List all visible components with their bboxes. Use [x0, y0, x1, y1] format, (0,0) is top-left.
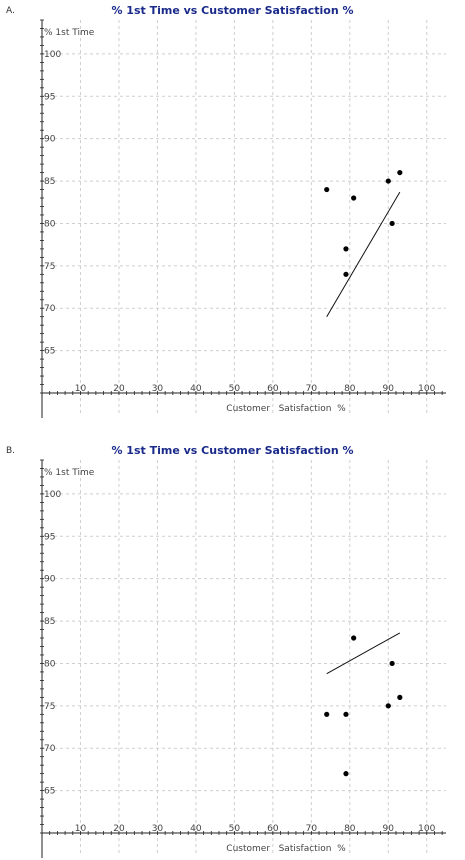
y-tick-label: 90 — [44, 575, 56, 585]
data-point — [389, 220, 395, 227]
y-tick-label: 70 — [44, 304, 56, 314]
x-tick-label: 10 — [75, 824, 87, 834]
x-axis-title: Customer Satisfaction % — [226, 844, 346, 854]
chart-panel-b: B. % 1st Time vs Customer Satisfaction %… — [0, 440, 465, 860]
x-tick-label: 90 — [383, 384, 395, 394]
scatter-plot-b: 65 70 75 80 85 90 95 100 10 20 30 40 50 60 70 80 90 100 % … — [40, 459, 446, 858]
data-point — [343, 711, 349, 717]
data-point — [351, 635, 357, 641]
x-tick-label: 40 — [190, 384, 202, 394]
data-point — [351, 195, 357, 201]
x-tick-label: 70 — [306, 824, 318, 834]
chart-title: % 1st Time vs Customer Satisfaction % — [111, 4, 354, 17]
x-tick-label: 40 — [190, 824, 202, 834]
x-tick-label: 50 — [229, 384, 241, 394]
x-tick-label: 20 — [113, 384, 125, 394]
y-tick-label: 90 — [44, 135, 56, 145]
y-tick-label: 70 — [44, 744, 56, 754]
panel-label: A. — [6, 6, 15, 16]
x-tick-label: 30 — [152, 384, 164, 394]
data-point — [389, 660, 395, 667]
y-tick-label: 100 — [44, 50, 61, 60]
y-tick-label: 75 — [44, 262, 55, 272]
data-point — [343, 771, 349, 777]
y-tick-label: 75 — [44, 702, 55, 712]
x-tick-label: 80 — [344, 824, 356, 834]
x-tick-label: 50 — [229, 824, 241, 834]
trend-line — [326, 191, 401, 317]
x-tick-label: 10 — [75, 384, 87, 394]
y-tick-label: 95 — [44, 92, 55, 102]
y-tick-label: 65 — [44, 347, 55, 357]
x-tick-label: 80 — [344, 384, 356, 394]
x-tick-label: 60 — [267, 384, 279, 394]
data-point — [385, 703, 391, 709]
y-axis-title: % 1st Time — [44, 28, 95, 38]
x-tick-label: 30 — [152, 824, 164, 834]
x-tick-label: 90 — [383, 824, 395, 834]
x-tick-label: 60 — [267, 824, 279, 834]
data-point — [397, 694, 403, 700]
data-point — [385, 178, 391, 184]
data-point — [343, 271, 349, 277]
x-axis-title: Customer Satisfaction % — [226, 404, 346, 414]
y-axis-title: % 1st Time — [44, 468, 95, 478]
data-point — [324, 711, 330, 717]
scatter-plot-a: 65 70 75 80 85 90 95 100 10 20 30 40 50 60 70 80 90 100 % … — [40, 19, 446, 418]
chart-panel-a: A. % 1st Time vs Customer Satisfaction %… — [0, 0, 465, 420]
data-point — [397, 169, 403, 176]
y-tick-label: 65 — [44, 787, 55, 797]
chart-title: % 1st Time vs Customer Satisfaction % — [111, 444, 354, 457]
trend-line — [326, 632, 401, 675]
data-point — [343, 246, 349, 252]
x-tick-label: 20 — [113, 824, 125, 834]
panel-label: B. — [6, 446, 16, 456]
y-tick-label: 95 — [44, 532, 55, 542]
y-tick-label: 85 — [44, 177, 55, 187]
y-tick-label: 85 — [44, 617, 55, 627]
y-tick-label: 100 — [44, 490, 61, 500]
y-tick-label: 80 — [44, 219, 56, 229]
data-point — [324, 186, 330, 193]
x-tick-label: 100 — [418, 384, 435, 394]
x-tick-label: 70 — [306, 384, 318, 394]
x-tick-label: 100 — [418, 824, 435, 834]
y-tick-label: 80 — [44, 659, 56, 669]
